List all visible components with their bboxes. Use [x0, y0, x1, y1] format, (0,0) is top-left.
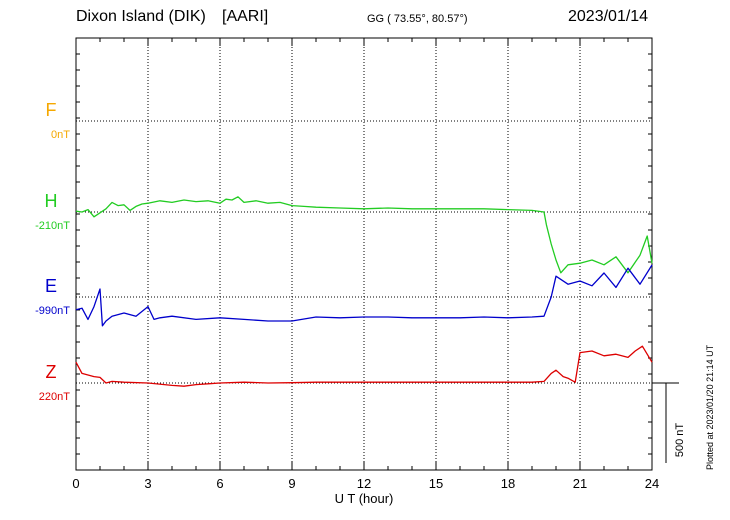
date-label: 2023/01/14	[568, 8, 649, 25]
baseline-label-z: 220nT	[39, 391, 70, 403]
x-tick-label: 18	[501, 476, 515, 491]
channel-label-z: Z	[46, 362, 57, 382]
channel-label-e: E	[45, 276, 57, 296]
series-line-z	[75, 345, 653, 387]
x-tick-label: 21	[573, 476, 587, 491]
x-tick-label: 6	[216, 476, 223, 491]
x-tick-label: 24	[645, 476, 659, 491]
baseline-label-f: 0nT	[51, 129, 70, 141]
channel-label-h: H	[45, 191, 58, 211]
x-tick-label: 3	[144, 476, 151, 491]
x-tick-label: 0	[72, 476, 79, 491]
geographic-coordinates: GG ( 73.55°, 80.57°)	[367, 13, 468, 25]
institute-label: [AARI]	[222, 8, 269, 25]
series-line-h	[75, 196, 653, 274]
series-line-e	[75, 264, 653, 327]
x-axis-label: U T (hour)	[335, 491, 394, 506]
station-title: Dixon Island (DIK)	[76, 8, 206, 25]
baseline-label-e: -990nT	[35, 305, 70, 317]
x-tick-label: 9	[288, 476, 295, 491]
x-tick-label: 15	[429, 476, 443, 491]
baseline-label-h: -210nT	[35, 220, 70, 232]
x-tick-label: 12	[357, 476, 371, 491]
scale-bar-label: 500 nT	[674, 423, 686, 458]
channel-label-f: F	[46, 100, 57, 120]
